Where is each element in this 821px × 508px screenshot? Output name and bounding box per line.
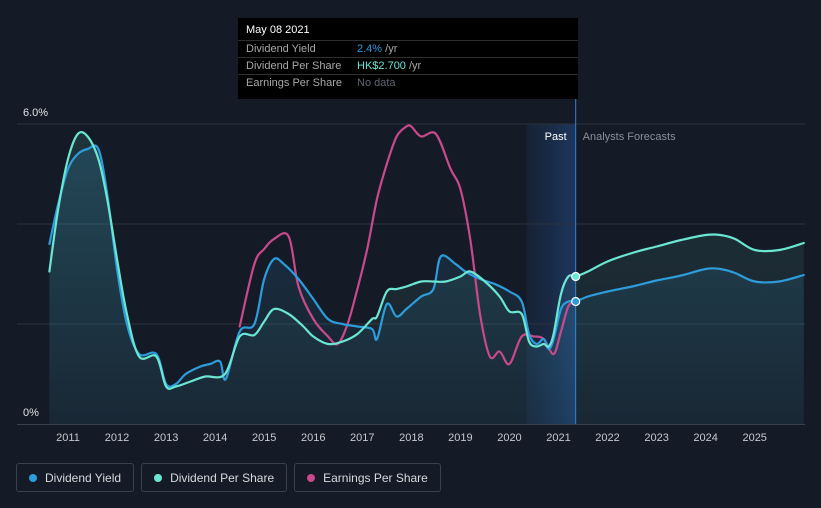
y-tick-label: 0% [23,407,39,419]
tooltip-label: Earnings Per Share [246,77,342,89]
series-line-dividend-per-share [48,130,805,390]
x-tick-label: 2012 [105,432,129,444]
x-tick-label: 2023 [644,432,668,444]
legend-dot-icon [29,473,37,482]
legend-item-dividend-per-share[interactable]: Dividend Per Share [141,463,288,492]
tooltip-value: HK$2.700 /yr [357,60,421,72]
past-label: Past [545,131,567,143]
x-tick-label: 2011 [56,432,80,444]
x-tick-label: 2013 [154,432,178,444]
series-line-dividend-yield [48,144,805,388]
legend-item-dividend-yield[interactable]: Dividend Yield [16,463,135,492]
forecast-label: Analysts Forecasts [583,131,676,143]
chart-legend: Dividend Yield Dividend Per Share Earnin… [16,463,448,492]
tooltip-value-text: 2.4% [357,43,383,55]
y-tick-label: 6.0% [23,107,48,119]
legend-dot-icon [154,473,163,482]
tooltip-unit: /yr [385,43,398,55]
x-tick-label: 2014 [203,432,227,444]
tooltip-row-dividend-yield: Dividend Yield 2.4% /yr [238,40,578,58]
x-tick-label: 2020 [497,432,521,444]
x-tick-label: 2019 [448,432,472,444]
series-area-dividend-per-share [49,132,804,424]
x-tick-label: 2015 [252,432,276,444]
tooltip-panel: May 08 2021 Dividend Yield 2.4% /yr Divi… [238,18,578,99]
tooltip-label: Dividend Yield [246,43,316,55]
legend-dot-icon [307,473,316,482]
x-tick-label: 2016 [301,432,325,444]
tooltip-value: No data [357,77,396,89]
tooltip-label: Dividend Per Share [246,60,342,72]
legend-item-earnings-per-share[interactable]: Earnings Per Share [294,463,441,492]
cursor-marker-dividend-per-share [571,271,581,282]
legend-label: Dividend Per Share [170,470,275,485]
legend-label: Dividend Yield [45,470,122,485]
x-tick-label: 2024 [693,432,717,444]
tooltip-value-text: HK$2.700 [357,60,406,72]
x-tick-label: 2022 [595,432,619,444]
tooltip-row-earnings-per-share: Earnings Per Share No data [238,74,578,92]
tooltip-value-text: No data [357,77,396,89]
tooltip-unit: /yr [409,60,422,72]
x-tick-label: 2018 [399,432,423,444]
legend-label: Earnings Per Share [323,470,428,485]
tooltip-row-dividend-per-share: Dividend Per Share HK$2.700 /yr [238,57,578,75]
x-tick-label: 2017 [350,432,374,444]
x-tick-label: 2021 [546,432,570,444]
tooltip-value: 2.4% /yr [357,43,397,55]
tooltip-date: May 08 2021 [246,24,310,36]
x-tick-label: 2025 [742,432,766,444]
cursor-marker-dividend-yield [571,296,581,307]
